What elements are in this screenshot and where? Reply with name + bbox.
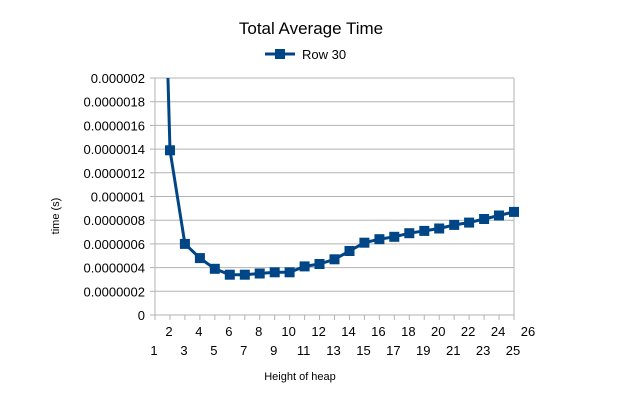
x-tick-label: 14: [341, 324, 355, 339]
data-point: [299, 261, 310, 272]
x-tick-label: 10: [281, 324, 295, 339]
axes: [154, 78, 515, 320]
x-tick-label: 19: [416, 343, 430, 358]
y-tick-label: 0.000002: [91, 71, 145, 86]
y-tick-label: 0.0000004: [84, 261, 145, 276]
data-point: [209, 263, 220, 274]
x-tick-label: 5: [210, 343, 217, 358]
x-tick-label: 16: [371, 324, 385, 339]
y-tick-label: 0.000001: [91, 190, 145, 205]
series-line: [166, 77, 515, 277]
data-point: [254, 268, 265, 279]
data-point: [269, 267, 280, 278]
data-point: [479, 214, 490, 224]
x-tick-label: 11: [297, 343, 311, 358]
x-tick-label: 12: [311, 324, 325, 339]
data-point: [314, 259, 325, 269]
legend-marker-swatch: [275, 49, 285, 59]
x-tick-label: 18: [401, 324, 415, 339]
data-point: [419, 225, 430, 236]
x-tick-label: 8: [255, 324, 262, 339]
x-tick-label: 22: [461, 324, 475, 339]
data-point: [224, 269, 235, 280]
x-tick-label: 3: [180, 343, 187, 358]
legend: Row 30: [265, 47, 346, 62]
data-point: [509, 206, 519, 217]
data-point: [434, 223, 445, 234]
data-point: [284, 267, 295, 278]
series-group: [165, 77, 519, 280]
data-point: [194, 253, 205, 264]
x-tick-label: 24: [491, 324, 505, 339]
y-tick-labels: 0 0.0000002 0.0000004 0.0000006 0.0000008 0.0…: [84, 71, 145, 323]
data-point: [374, 234, 385, 245]
y-tick-label: 0.0000012: [84, 166, 145, 181]
data-point: [404, 228, 415, 239]
data-point: [179, 238, 190, 249]
data-point: [239, 269, 250, 280]
x-axis-label: Height of heap: [264, 371, 336, 383]
data-point: [344, 246, 355, 256]
x-tick-label: 21: [446, 343, 460, 358]
y-tick-label: 0: [138, 308, 145, 323]
x-tick-label: 13: [326, 343, 340, 358]
y-tick-label: 0.0000002: [84, 284, 145, 299]
data-point: [329, 254, 340, 265]
data-point: [389, 231, 400, 242]
x-tick-label: 20: [431, 324, 445, 339]
data-point: [494, 210, 504, 221]
chart-title: Total Average Time: [239, 19, 383, 38]
y-tick-label: 0.0000014: [84, 142, 145, 157]
x-tick-label: 6: [225, 324, 232, 339]
x-tick-label: 17: [386, 343, 400, 358]
legend-label: Row 30: [302, 47, 346, 62]
x-tick-label: 23: [476, 343, 490, 358]
x-tick-label: 25: [506, 343, 520, 358]
data-point: [359, 237, 370, 248]
data-point: [449, 219, 460, 230]
gridlines: [150, 77, 514, 316]
y-tick-label: 0.0000018: [84, 95, 145, 110]
x-tick-labels: 2 4 6 8 10 12 14 16 18 20 22 24 261 3 5 7 9 11 13 15 17 19 21 2…: [150, 324, 535, 358]
x-tick-label: 4: [195, 324, 202, 339]
y-tick-label: 0.0000006: [84, 237, 145, 252]
y-tick-label: 0.0000016: [84, 118, 145, 133]
x-tick-label: 26: [521, 324, 535, 339]
data-point: [165, 145, 175, 156]
x-tick-label: 9: [270, 343, 277, 358]
x-tick-label: 1: [150, 343, 157, 358]
x-tick-label: 15: [356, 343, 370, 358]
x-tick-label: 2: [165, 324, 172, 339]
y-axis-label: time (s): [50, 198, 62, 235]
x-tick-label: 7: [240, 343, 247, 358]
data-point: [464, 217, 475, 228]
y-tick-label: 0.0000008: [84, 213, 145, 228]
